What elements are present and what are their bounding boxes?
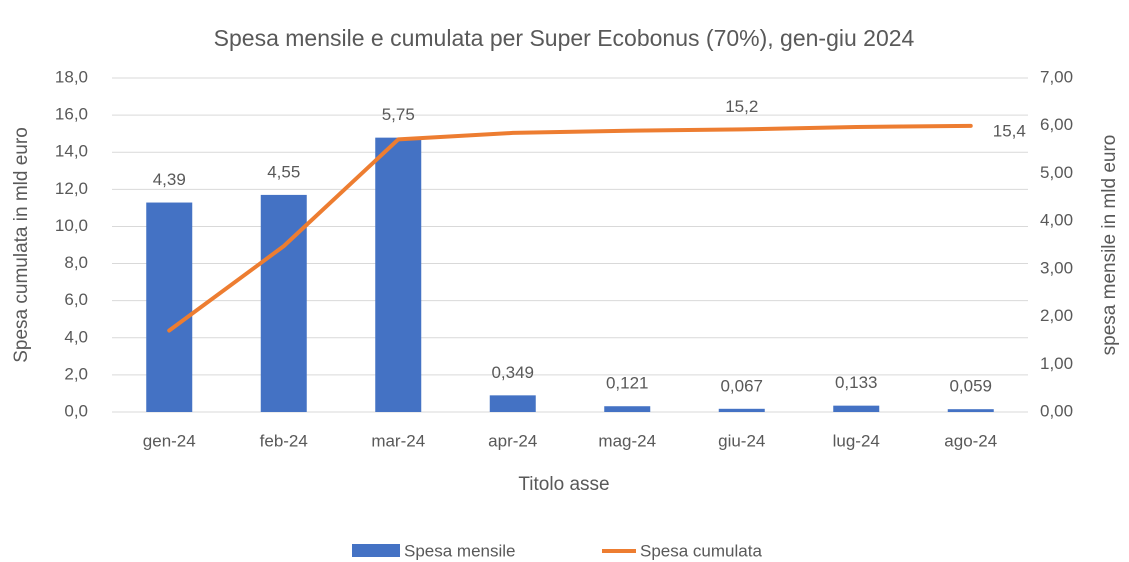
y-tick-label: 6,0 <box>64 290 88 309</box>
y-axis-title: Spesa cumulata in mld euro <box>11 127 32 363</box>
y-tick-label: 18,0 <box>55 67 88 86</box>
y-tick-label: 4,0 <box>64 327 88 346</box>
y2-tick-label: 4,00 <box>1040 211 1073 230</box>
data-label: 0,349 <box>491 363 534 382</box>
bar <box>604 406 651 412</box>
data-label: 5,75 <box>382 105 415 124</box>
legend-label: Spesa mensile <box>404 541 516 560</box>
data-label: 4,39 <box>153 170 186 189</box>
y2-tick-label: 1,00 <box>1040 354 1073 373</box>
bar <box>375 137 422 412</box>
y2-tick-label: 3,00 <box>1040 258 1073 277</box>
y2-tick-label: 6,00 <box>1040 115 1073 134</box>
x-axis-title: Titolo asse <box>518 474 609 495</box>
data-label: 0,133 <box>835 373 878 392</box>
data-label: 15,2 <box>725 97 758 116</box>
bar <box>146 202 193 412</box>
y-tick-label: 12,0 <box>55 179 88 198</box>
y2-tick-label: 2,00 <box>1040 306 1073 325</box>
x-tick-label: apr-24 <box>488 431 537 450</box>
data-label: 0,067 <box>720 376 763 395</box>
y-tick-label: 8,0 <box>64 253 88 272</box>
data-label: 0,059 <box>949 377 992 396</box>
y-tick-label: 10,0 <box>55 216 88 235</box>
y2-tick-label: 0,00 <box>1040 401 1073 420</box>
x-tick-label: mar-24 <box>371 431 425 450</box>
bar <box>947 409 994 412</box>
data-label: 15,4 <box>993 121 1026 140</box>
y-tick-label: 0,0 <box>64 401 88 420</box>
bar <box>718 408 765 412</box>
y2-axis-title: spesa mensile in mld euro <box>1099 135 1120 356</box>
bar <box>260 194 307 412</box>
legend-label: Spesa cumulata <box>640 541 762 560</box>
x-tick-label: ago-24 <box>944 431 997 450</box>
y-tick-label: 16,0 <box>55 105 88 124</box>
x-tick-label: mag-24 <box>598 431 656 450</box>
chart-title: Spesa mensile e cumulata per Super Ecobo… <box>214 25 915 51</box>
data-label: 0,121 <box>606 374 649 393</box>
x-tick-label: feb-24 <box>260 431 308 450</box>
bar <box>833 405 880 412</box>
line <box>167 123 973 333</box>
x-tick-label: lug-24 <box>833 431 880 450</box>
x-tick-label: giu-24 <box>718 431 765 450</box>
x-tick-label: gen-24 <box>143 431 196 450</box>
y2-tick-label: 7,00 <box>1040 67 1073 86</box>
bar <box>489 395 536 412</box>
y-tick-label: 2,0 <box>64 364 88 383</box>
y2-tick-label: 5,00 <box>1040 163 1073 182</box>
data-label: 4,55 <box>267 162 300 181</box>
legend-swatch <box>352 544 400 557</box>
y-tick-label: 14,0 <box>55 142 88 161</box>
